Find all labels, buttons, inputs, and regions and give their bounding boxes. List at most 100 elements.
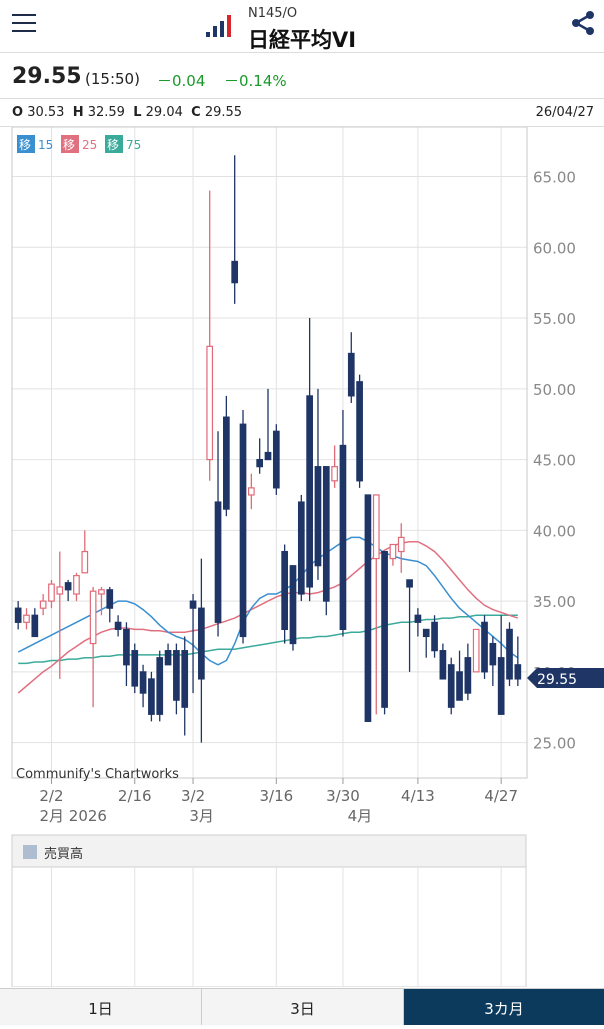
last-price-tag-text: 29.55 [537,672,577,688]
high-value: 32.59 [87,105,125,120]
candle-body [431,621,438,652]
legend-ma75-box [105,135,123,153]
candle-body [256,458,264,468]
candle-body [131,650,139,687]
candle-body [89,590,97,645]
candle-body [181,650,189,708]
x-month-label: 3月 [189,807,214,825]
y-tick-label: 45.00 [533,452,576,470]
candle-body [397,536,405,553]
candle-body [314,466,322,567]
candle-body [456,671,463,701]
candle-body [472,628,480,673]
candle-body [339,444,347,631]
tab-1-day[interactable]: 1日 [0,989,202,1025]
candle-body [64,582,72,591]
candle-body [506,628,513,680]
quote-time: (15:50) [85,70,140,88]
instrument-name: 日経平均VI [248,28,357,52]
candle-body [264,451,272,461]
candle-body [297,501,305,595]
tab-3-month[interactable]: 3カ月 [404,989,604,1025]
candle-body [189,600,197,609]
high-label: H [72,105,84,120]
candle-body [381,550,388,708]
app-header: N145/O 日経平均VI [0,0,604,53]
close-label: C [191,105,201,120]
legend-ma25-tag: 移 [63,138,75,152]
y-tick-label: 35.00 [533,593,576,611]
legend-ma15-tag: 移 [19,138,31,152]
last-price-tag: 29.55 [527,668,604,688]
candle-body [497,657,505,715]
candle-body [206,345,214,461]
legend-ma75-period: 75 [126,138,141,152]
candle-body [406,579,413,588]
price-change: －0.04 [157,72,206,90]
y-tick-label: 25.00 [533,735,576,753]
x-tick-label: 4/27 [484,787,518,805]
candle-body [422,628,430,638]
share-icon[interactable] [570,10,596,36]
candle-body [331,466,338,482]
open-value: 30.53 [27,105,65,120]
y-tick-label: 50.00 [533,381,576,399]
volume-label: 売買高 [44,846,83,862]
x-month-label: 4月 [348,807,373,825]
legend-ma15-period: 15 [38,138,53,152]
candle-body [347,352,355,397]
chart-credit: Communify's Chartworks [16,767,179,782]
candle-body [372,494,380,560]
candle-body [98,589,105,595]
legend-ma25-box [61,135,79,153]
x-tick-label: 3/30 [326,787,360,805]
candle-body [148,678,155,715]
x-tick-label: 4/13 [401,787,435,805]
y-tick-label: 40.00 [533,522,576,540]
candle-body [39,600,47,609]
x-tick-label: 3/2 [181,787,205,805]
candle-body [23,614,30,623]
candle-body [139,671,147,694]
candle-body [114,621,122,631]
x-tick-label: 2/2 [39,787,63,805]
low-label: L [133,105,142,120]
candle-body [481,621,488,673]
price-change-percent: －0.14% [224,72,287,90]
candle-body [281,550,289,631]
candle-body [306,395,313,588]
candle-body [439,650,447,680]
candle-body [123,628,130,666]
candle-body [48,583,55,602]
candle-body [289,565,297,645]
brand-logo-icon [206,15,231,37]
volume-panel: 売買高 [11,834,527,987]
x-month-label: 2月 2026 [39,807,107,825]
candle-body [106,589,114,609]
y-tick-label: 65.00 [533,169,576,187]
candle-body [56,586,64,595]
candle-body [247,487,255,496]
x-tick-label: 2/16 [118,787,152,805]
quote-bar: 29.55 (15:50) －0.04 －0.14% [0,52,604,99]
candle-body [73,575,80,595]
candle-body [198,607,205,680]
candle-body [31,614,39,638]
legend-ma25-period: 25 [82,138,97,152]
price-chart[interactable]: 25.0030.0035.0040.0045.0050.0055.0060.00… [0,127,604,987]
ma-legend: 移 15 移 25 移 75 [17,135,141,153]
candle-body [514,664,522,680]
candle-body [214,501,222,623]
legend-ma15-box [17,135,35,153]
candle-body [447,664,455,708]
candle-body [239,423,247,638]
open-label: O [12,105,24,120]
legend-ma75-tag: 移 [107,138,119,152]
candle-body [356,381,363,482]
tab-3-day[interactable]: 3日 [202,989,404,1025]
candle-body [223,416,230,510]
candle-body [173,650,180,701]
y-tick-label: 60.00 [533,239,576,257]
hamburger-menu-icon[interactable] [12,14,36,34]
candle-body [156,657,164,715]
